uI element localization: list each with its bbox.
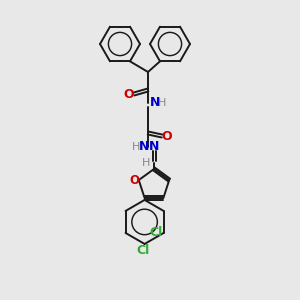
Text: Cl: Cl <box>136 244 149 257</box>
Text: Cl: Cl <box>149 226 162 239</box>
Text: H: H <box>132 142 140 152</box>
Text: O: O <box>124 88 134 100</box>
Text: O: O <box>130 174 140 187</box>
Text: H: H <box>142 158 150 168</box>
Text: N: N <box>139 140 149 154</box>
Text: N: N <box>150 97 160 110</box>
Text: H: H <box>158 98 166 108</box>
Text: O: O <box>162 130 172 142</box>
Text: N: N <box>149 140 159 154</box>
